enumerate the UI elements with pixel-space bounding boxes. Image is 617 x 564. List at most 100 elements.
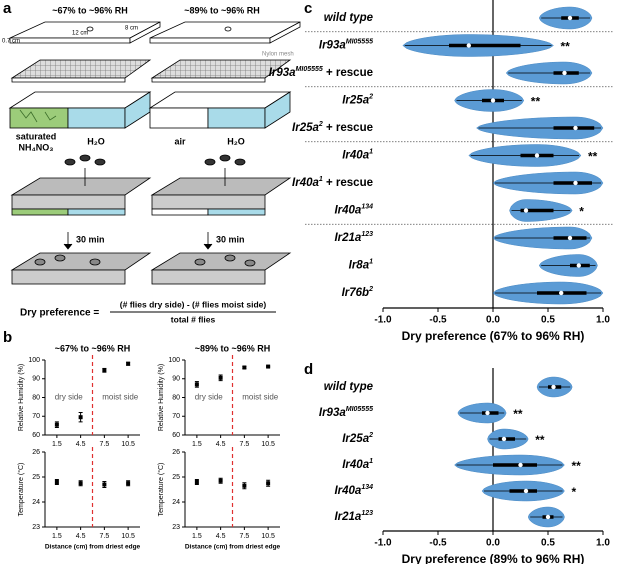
x-tick-label: 7.5	[100, 533, 110, 540]
allele: 123	[361, 510, 373, 517]
median	[559, 290, 564, 296]
side-label: dry side	[55, 393, 84, 402]
formula-lhs: Dry preference =	[20, 308, 99, 319]
y-axis-label: Temperature (°C)	[157, 463, 165, 517]
gene-name: Ir40a	[292, 177, 319, 189]
y-tick-label: 23	[32, 524, 40, 531]
data-point	[266, 364, 271, 369]
y-tick-label: 70	[32, 413, 40, 420]
gene-name: Ir40a	[342, 459, 369, 471]
allele: 2	[318, 121, 323, 128]
gene-name: Ir40a	[334, 485, 361, 497]
gene-name: Ir21a	[334, 232, 361, 244]
y-tick-label: 90	[172, 376, 180, 383]
allele: 1	[369, 149, 373, 156]
y-tick-label: 100	[168, 357, 180, 364]
median	[573, 180, 578, 186]
significance: **	[588, 150, 598, 164]
x-tick-label: 7.5	[100, 441, 110, 448]
x-tick-label: 7.5	[240, 533, 250, 540]
x-tick-label: 10.5	[121, 533, 135, 540]
well-label: NH₄NO₃	[19, 142, 54, 152]
allele: MI05555	[346, 39, 373, 46]
significance: **	[572, 459, 582, 473]
mesh-label: Nylon mesh	[262, 52, 294, 58]
x-tick-label: -0.5	[429, 315, 447, 326]
x-tick-label: 4.5	[76, 533, 86, 540]
allele: 1	[369, 458, 373, 465]
y-tick-label: 90	[32, 376, 40, 383]
row-label: Ir40a1	[342, 458, 373, 471]
significance: *	[572, 485, 577, 499]
panel-label: d	[304, 361, 313, 378]
y-axis-label: Temperature (°C)	[17, 463, 25, 517]
data-point	[218, 375, 223, 380]
y-tick-label: 25	[172, 474, 180, 481]
median	[534, 153, 540, 158]
x-tick-label: 1.5	[52, 441, 62, 448]
gene-name: Ir8a	[349, 260, 370, 272]
row-label: Ir93aMI05555	[319, 39, 373, 52]
x-tick-label: 1.5	[52, 533, 62, 540]
allele: 2	[368, 286, 373, 293]
y-tick-label: 24	[32, 499, 40, 506]
row-label: Ir21a123	[334, 231, 373, 244]
gene-name: Ir93a	[319, 40, 346, 52]
median	[576, 263, 581, 268]
plot-title: ~89% to ~96% RH	[195, 343, 271, 353]
row-label: Ir25a2 + rescue	[292, 121, 373, 134]
gene-name: Ir76b	[342, 287, 370, 299]
y-tick-label: 23	[172, 524, 180, 531]
formula-denominator: total # flies	[171, 314, 216, 324]
y-tick-label: 60	[172, 432, 180, 439]
x-tick-label: 1.0	[596, 315, 610, 326]
x-tick-label: 1.5	[192, 441, 202, 448]
median	[485, 410, 490, 416]
row-label: Ir40a134	[334, 484, 373, 497]
time-label: 30 min	[216, 234, 245, 244]
significance: **	[513, 407, 523, 421]
gene-name: Ir40a	[334, 205, 361, 217]
x-tick-label: 0.5	[541, 315, 555, 326]
data-point	[78, 415, 83, 420]
median	[466, 43, 471, 48]
significance: *	[579, 205, 584, 219]
violin-plot: -1.0 -0.5 0.0 0.5 1.0 Dry preference (89% to …	[319, 368, 610, 564]
median	[523, 488, 529, 494]
data-point	[266, 481, 271, 486]
x-tick-label: 0.0	[486, 315, 500, 326]
x-tick-label: -0.5	[429, 538, 447, 549]
x-tick-label: 10.5	[261, 441, 275, 448]
y-axis-label: Relative Humidity (%)	[158, 364, 165, 431]
significance: **	[535, 433, 545, 447]
plot-title: ~67% to ~96% RH	[55, 343, 131, 353]
row-label: Ir25a2	[342, 432, 373, 445]
panel-label: a	[3, 0, 12, 17]
row-label: Ir93aMI05555	[319, 406, 373, 419]
condition-title: ~67% to ~96% RH	[52, 5, 128, 15]
row-label: Ir40a1	[342, 149, 373, 162]
x-tick-label: 4.5	[76, 441, 86, 448]
data-point	[194, 480, 199, 484]
row-label: Ir8a1	[349, 259, 373, 272]
median	[562, 70, 567, 76]
scatter-plot: 60 70 80 90 100 1.5 4.5 7.5 10.5 Relative Humidit…	[158, 343, 280, 448]
gene-name: wild type	[324, 381, 374, 393]
wells	[8, 91, 292, 129]
dim-label: 0.7 cm	[2, 39, 20, 45]
x-tick-label: 10.5	[121, 441, 135, 448]
side-label: moist side	[102, 393, 139, 402]
x-tick-label: 10.5	[261, 533, 275, 540]
dim-label: 8 cm	[125, 26, 138, 32]
allele: 1	[319, 176, 323, 183]
allele: MI05555	[346, 406, 373, 413]
median	[567, 15, 573, 21]
x-tick-label: 1.0	[596, 538, 610, 549]
x-tick-label: 0.0	[486, 538, 500, 549]
x-axis-label: Distance (cm) from driest edge	[45, 544, 141, 551]
violin-plot: -1.0 -0.5 0.0 0.5 1.0 Dry preference (67% to …	[269, 0, 614, 343]
median	[501, 436, 507, 442]
assembled-chambers	[10, 154, 292, 285]
x-tick-label: 4.5	[216, 441, 226, 448]
data-point	[194, 382, 199, 387]
